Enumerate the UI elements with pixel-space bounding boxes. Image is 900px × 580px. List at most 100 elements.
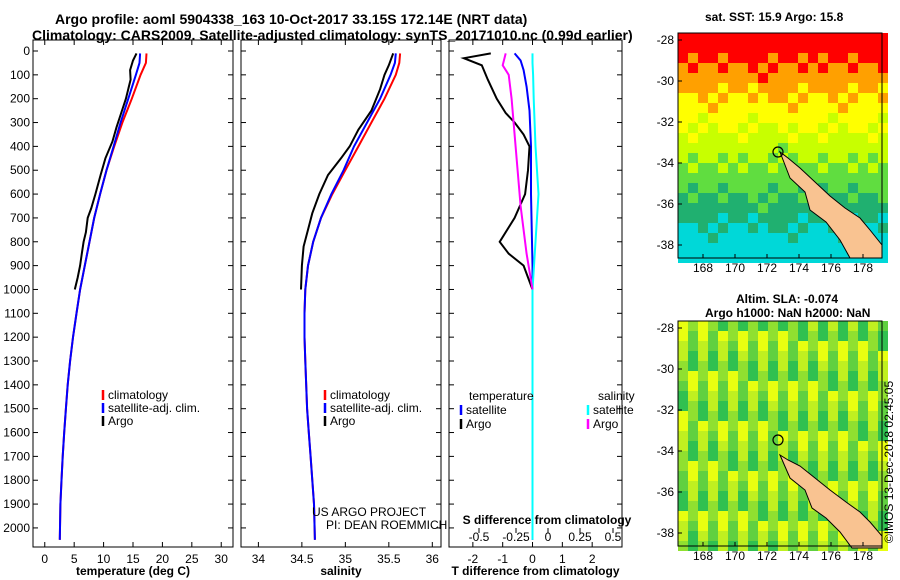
sst-map-cell [788, 233, 798, 243]
sla-map-cell [828, 421, 838, 431]
sla-map-cell [788, 391, 798, 401]
sla-map-cell [818, 351, 828, 361]
sla-map-cell [698, 531, 708, 541]
sla-map-cell [698, 361, 708, 371]
sst-map-cell [678, 83, 688, 93]
sst-map-cell [778, 203, 788, 213]
sla-map-cell [828, 361, 838, 371]
sla-map-cell [838, 381, 848, 391]
sla-map-cell [708, 531, 718, 541]
sla-map-ytick-label: -28 [657, 321, 675, 335]
sla-map-cell [698, 351, 708, 361]
sla-map-cell [748, 461, 758, 471]
sst-map-cell [788, 113, 798, 123]
sst-map-cell [788, 63, 798, 73]
sla-map-cell [768, 431, 778, 441]
sla-map-cell [698, 471, 708, 481]
sla-map-cell [718, 351, 728, 361]
sst-map-xtick-label: 176 [821, 261, 841, 275]
sla-map-cell [878, 481, 888, 491]
sst-map-cell [788, 83, 798, 93]
sst-map-xtick-label: 178 [853, 261, 873, 275]
sst-map-cell [698, 183, 708, 193]
sst-map-cell [758, 233, 768, 243]
sla-map-cell [878, 341, 888, 351]
sla-map-cell [878, 321, 888, 331]
sla-map-cell [798, 421, 808, 431]
sst-map-cell [678, 163, 688, 173]
sst-map-cell [768, 163, 778, 173]
x-tick-label: 1 [559, 552, 566, 566]
sla-map-cell [718, 361, 728, 371]
sst-map-cell [748, 93, 758, 103]
sst-map-cell [878, 123, 888, 133]
sst-map-cell [788, 203, 798, 213]
x-tick-label: 0 [529, 552, 536, 566]
sla-map-cell [828, 441, 838, 451]
sla-map-cell [788, 371, 798, 381]
sst-map-cell [688, 123, 698, 133]
sla-map-cell [798, 491, 808, 501]
sla-map-cell [698, 431, 708, 441]
sla-map-cell [778, 511, 788, 521]
sst-map-cell [678, 63, 688, 73]
sla-map-cell [728, 381, 738, 391]
sst-map-cell [848, 103, 858, 113]
sst-map-ytick-label: -28 [657, 33, 675, 47]
sla-map-cell [748, 511, 758, 521]
sla-map-cell [818, 521, 828, 531]
sla-map-cell [768, 351, 778, 361]
sst-map-cell [838, 153, 848, 163]
sla-map-cell [698, 501, 708, 511]
sla-map-cell [678, 371, 688, 381]
sla-map-cell [808, 511, 818, 521]
sla-map-cell [818, 391, 828, 401]
sla-map-cell [828, 521, 838, 531]
sst-map-cell [708, 213, 718, 223]
sst-map-cell [798, 213, 808, 223]
sla-map-cell [808, 421, 818, 431]
sst-map-cell [808, 233, 818, 243]
sla-map-cell [748, 341, 758, 351]
sla-map-cell [838, 451, 848, 461]
sla-map-ytick-label: -34 [657, 444, 675, 458]
sla-map-cell [748, 411, 758, 421]
sst-map-cell [788, 213, 798, 223]
sst-map-cell [678, 233, 688, 243]
sst-map-cell [798, 123, 808, 133]
sla-map-cell [738, 461, 748, 471]
sst-map-cell [878, 83, 888, 93]
sla-map-cell [698, 371, 708, 381]
sst-map-cell [838, 93, 848, 103]
sst-map-cell [718, 173, 728, 183]
sla-map-cell [848, 361, 858, 371]
sla-map-cell [728, 321, 738, 331]
sst-map-cell [858, 213, 868, 223]
sla-map-cell [728, 431, 738, 441]
sla-map-xtick-label: 172 [757, 549, 777, 563]
sla-map-cell [848, 431, 858, 441]
sla-map-cell [738, 381, 748, 391]
sla-map-cell [708, 501, 718, 511]
sst-map-cell [688, 173, 698, 183]
sst-map-cell [688, 133, 698, 143]
sla-map-cell [808, 451, 818, 461]
sst-map-cell [778, 103, 788, 113]
sla-map-cell [708, 361, 718, 371]
sla-map-cell [778, 521, 788, 531]
sst-map-cell [848, 133, 858, 143]
sst-map-cell [808, 113, 818, 123]
sst-map-cell [768, 103, 778, 113]
legend-label: Argo [330, 414, 356, 428]
sla-map-cell [808, 321, 818, 331]
sla-map-cell [698, 451, 708, 461]
sst-map-cell [828, 43, 838, 53]
sla-map-cell [748, 371, 758, 381]
sst-map-cell [858, 203, 868, 213]
sst-map-cell [688, 223, 698, 233]
sla-map-cell [858, 381, 868, 391]
sla-map-cell [698, 321, 708, 331]
sst-map-cell [828, 93, 838, 103]
sst-map-cell [818, 243, 828, 253]
